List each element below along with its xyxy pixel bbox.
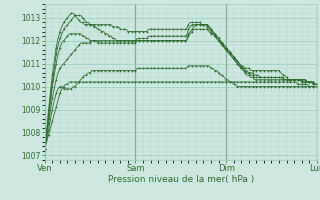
X-axis label: Pression niveau de la mer( hPa ): Pression niveau de la mer( hPa ) [108, 175, 254, 184]
